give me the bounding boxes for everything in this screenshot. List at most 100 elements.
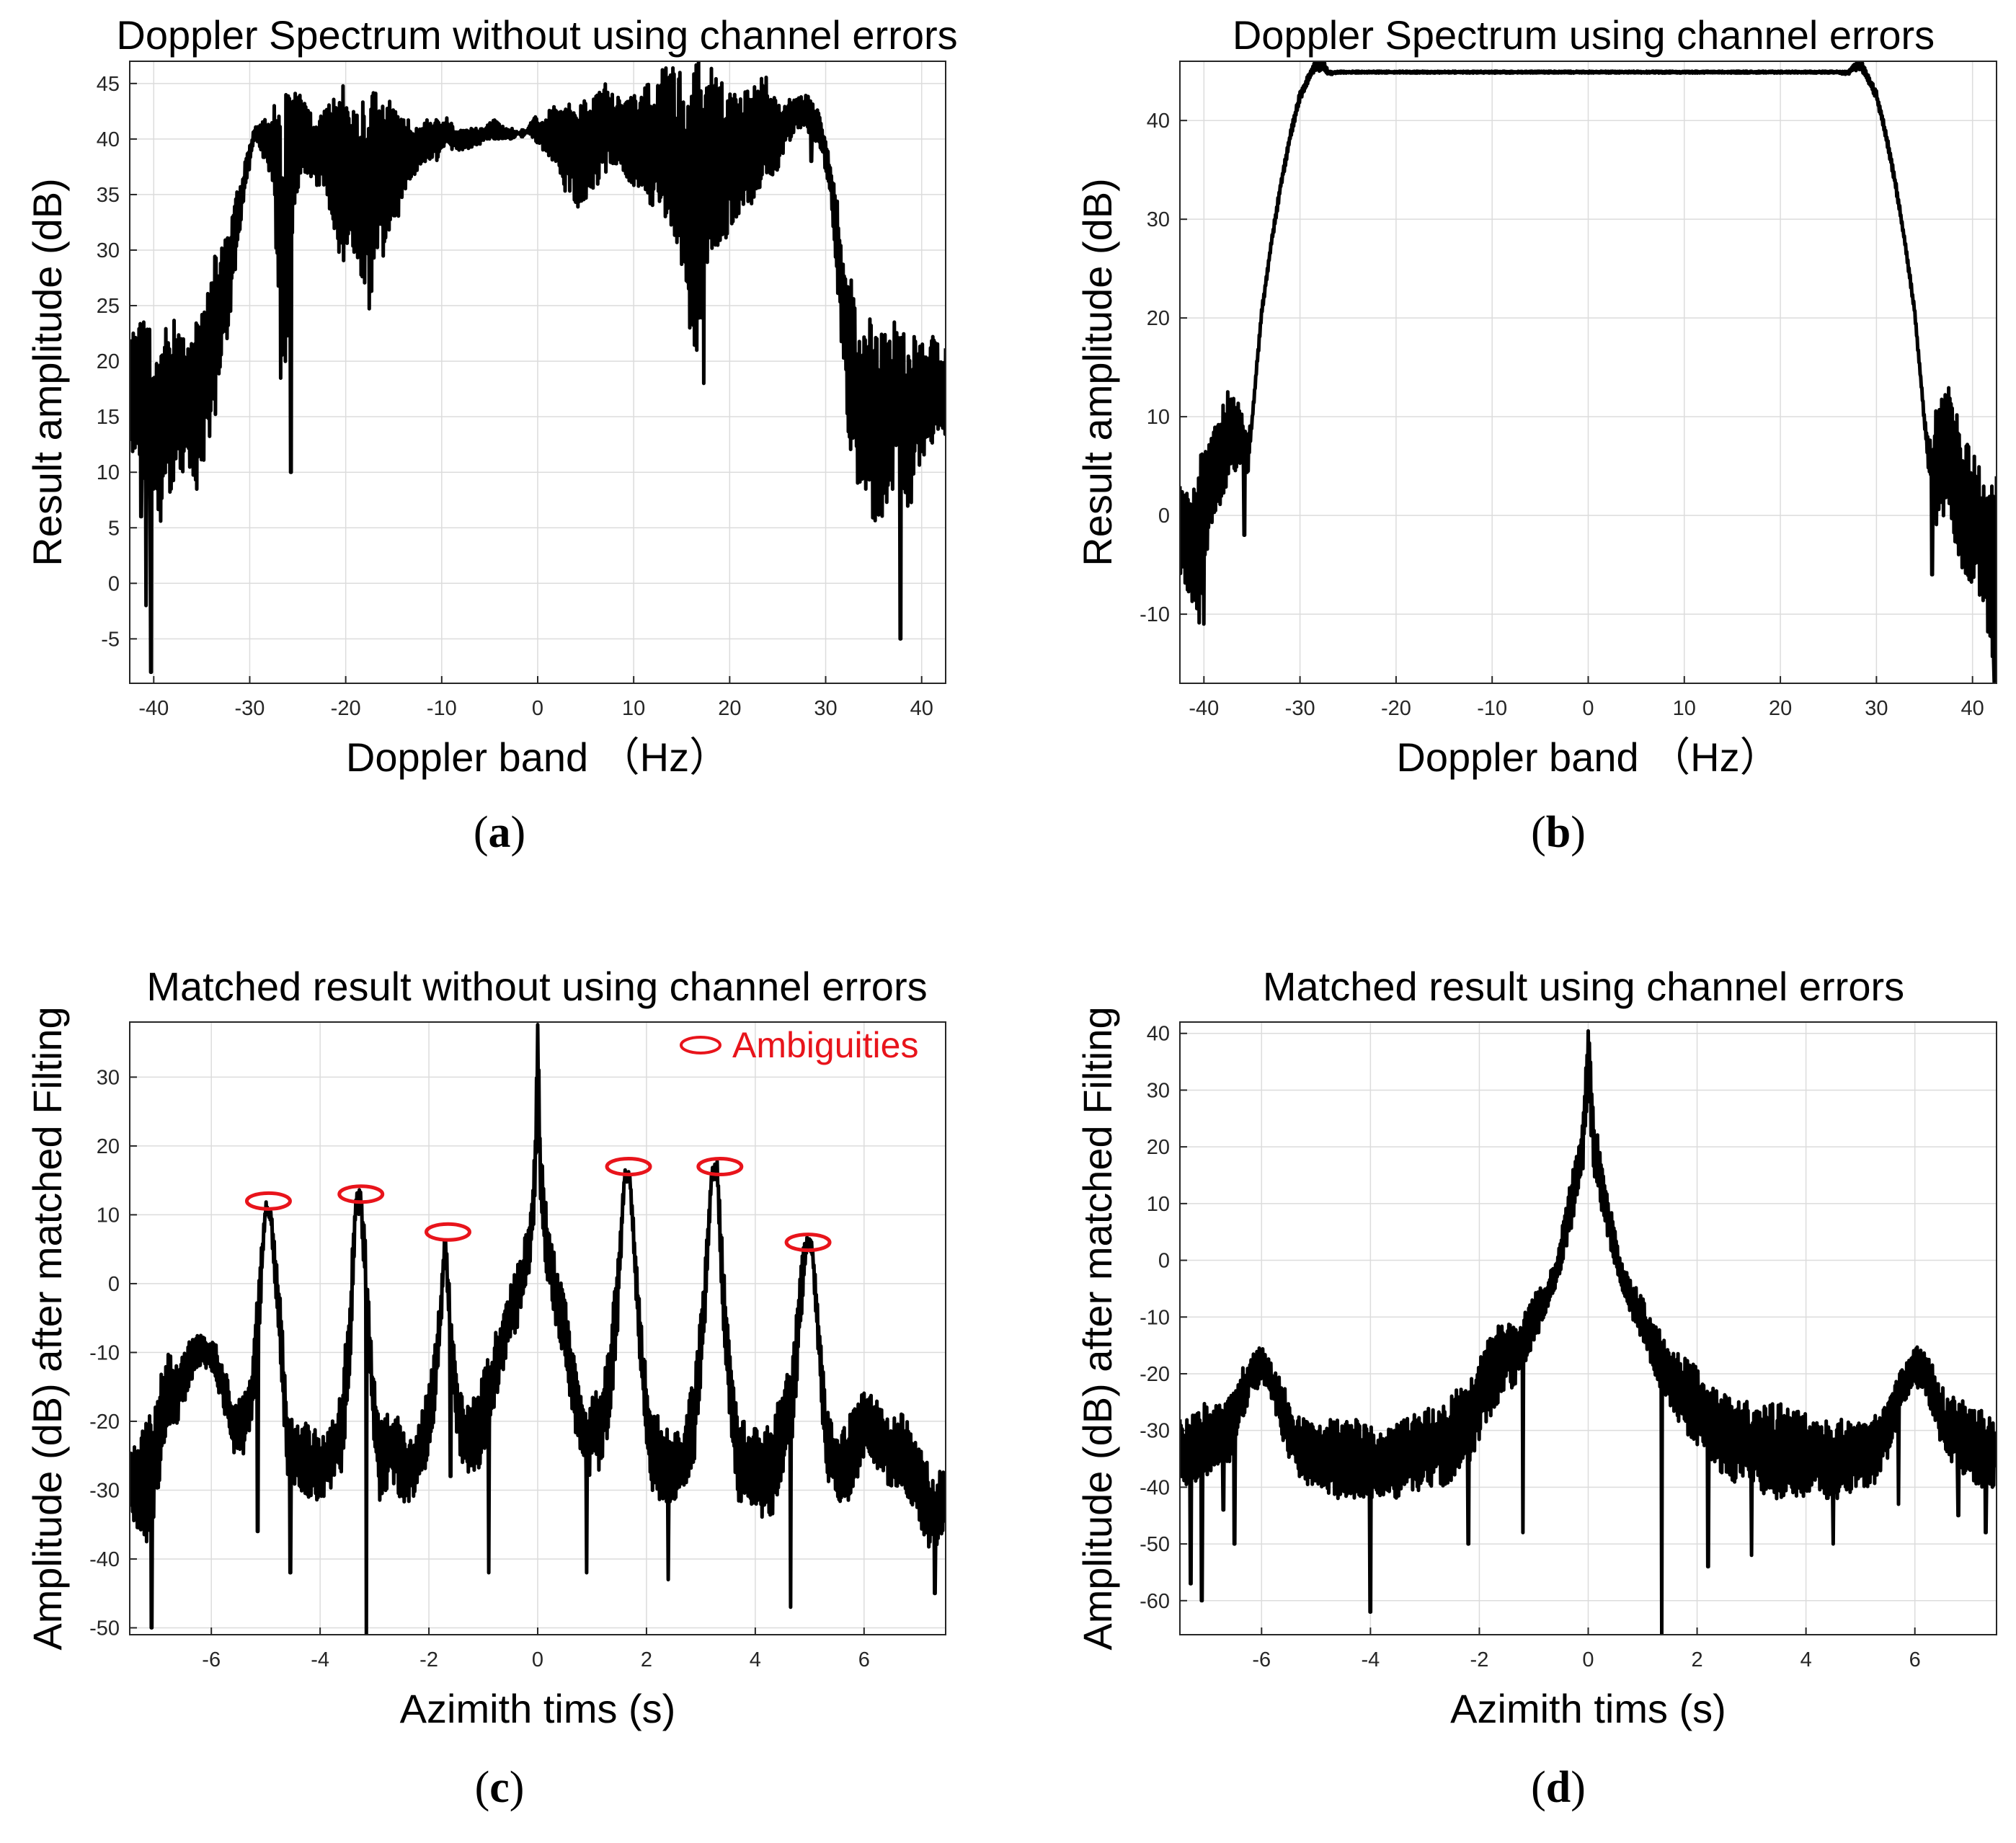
x-tick-label: 4 <box>750 1648 761 1671</box>
chart-title: Matched result using channel errors <box>1263 964 1904 1009</box>
plot-frame <box>1179 1021 1997 1635</box>
x-tick-label: 2 <box>641 1648 652 1671</box>
x-tick-label: -40 <box>1189 697 1219 720</box>
y-tick-label: 5 <box>108 517 120 540</box>
ambiguity-marker <box>696 1157 744 1177</box>
x-tick-label: -10 <box>1477 697 1507 720</box>
panel-caption: (c) <box>475 1763 525 1812</box>
y-tick-label: 30 <box>97 1066 120 1089</box>
y-tick-label: 30 <box>1147 208 1170 231</box>
y-tick-label: 20 <box>1147 1136 1170 1159</box>
y-tick-label: 25 <box>97 295 120 318</box>
chart-title: Doppler Spectrum using channel errors <box>1233 12 1935 58</box>
x-tick-label: 10 <box>622 697 645 720</box>
y-tick-label: -30 <box>89 1479 120 1502</box>
chart-title: Matched result without using channel err… <box>146 964 927 1009</box>
panel-b: -40 -30 -20 -10 0 10 20 30 40 -10 0 10 20 30 40 Doppler… <box>1075 12 1997 857</box>
x-tick-label: 0 <box>1582 1648 1594 1671</box>
panel-a: -40 -30 -20 -10 0 10 20 30 40 -5 0 5 10 15 20 25 30 35 40 4… <box>25 12 958 857</box>
y-tick-label: 0 <box>1158 505 1170 528</box>
y-axis-label: Amplitude (dB) after matched Filting <box>1075 1006 1120 1650</box>
x-axis-label: Azimith tims (s) <box>400 1686 676 1731</box>
ambiguity-marker <box>424 1222 471 1242</box>
panel-caption: (b) <box>1531 808 1586 857</box>
data-series-line <box>130 61 946 675</box>
y-tick-label: 0 <box>108 572 120 595</box>
panel-d: -6 -4 -2 0 2 4 6-60-50-40-30-20-10010203040Mat… <box>1075 964 1997 1812</box>
x-tick-label: -2 <box>1470 1648 1489 1671</box>
x-tick-label: 40 <box>910 697 933 720</box>
y-tick-label: -40 <box>89 1548 120 1571</box>
y-tick-label: 30 <box>97 239 120 262</box>
ambiguity-marker <box>244 1191 292 1211</box>
x-tick-label: 0 <box>532 1648 543 1671</box>
x-tick-label: -4 <box>1361 1648 1380 1671</box>
x-tick-label: 6 <box>858 1648 870 1671</box>
y-tick-label: 35 <box>97 184 120 207</box>
ambiguity-marker <box>784 1233 832 1253</box>
y-tick-label: -20 <box>1140 1363 1170 1386</box>
x-tick-label: 40 <box>1961 697 1984 720</box>
ambiguity-marker <box>605 1157 652 1177</box>
x-tick-label: -10 <box>427 697 457 720</box>
x-tick-label: 10 <box>1673 697 1696 720</box>
x-tick-label: -4 <box>311 1648 329 1671</box>
y-tick-label: 10 <box>97 1204 120 1227</box>
x-axis-label: Azimith tims (s) <box>1450 1686 1726 1731</box>
y-tick-label: 10 <box>1147 1193 1170 1216</box>
y-tick-label: 20 <box>97 350 120 373</box>
y-tick-label: -40 <box>1140 1476 1170 1499</box>
y-tick-label: -30 <box>1140 1420 1170 1443</box>
x-axis-label: Doppler band （Hz） <box>1396 734 1780 780</box>
y-axis-label: Result amplitude (dB) <box>1075 178 1120 566</box>
y-tick-label: 40 <box>1147 110 1170 133</box>
y-tick-label: -20 <box>89 1411 120 1434</box>
legend-marker <box>680 1036 721 1054</box>
y-tick-label: -60 <box>1140 1590 1170 1613</box>
y-tick-label: 20 <box>97 1135 120 1158</box>
x-tick-label: 0 <box>1582 697 1594 720</box>
y-tick-label: -50 <box>89 1617 120 1640</box>
ambiguity-marker <box>337 1184 385 1204</box>
x-tick-label: 20 <box>718 697 741 720</box>
x-tick-label: 20 <box>1769 697 1792 720</box>
x-tick-label: 4 <box>1800 1648 1812 1671</box>
y-tick-label: 10 <box>1147 406 1170 429</box>
panel-caption: (d) <box>1531 1763 1586 1812</box>
y-tick-label: 30 <box>1147 1079 1170 1102</box>
x-tick-label: 6 <box>1909 1648 1921 1671</box>
x-tick-label: 0 <box>532 697 543 720</box>
y-tick-label: -50 <box>1140 1533 1170 1556</box>
x-tick-label: -2 <box>419 1648 438 1671</box>
y-tick-label: -10 <box>1140 603 1170 626</box>
y-tick-label: 10 <box>97 461 120 484</box>
legend-label: Ambiguities <box>732 1025 918 1065</box>
y-tick-label: 40 <box>1147 1023 1170 1046</box>
x-tick-label: 30 <box>814 697 837 720</box>
y-tick-label: -5 <box>101 628 120 651</box>
x-tick-label: -20 <box>331 697 361 720</box>
x-tick-label: -40 <box>138 697 169 720</box>
x-tick-label: -6 <box>202 1648 221 1671</box>
y-tick-label: 0 <box>1158 1250 1170 1273</box>
x-tick-label: 30 <box>1865 697 1888 720</box>
y-tick-label: 45 <box>97 73 120 96</box>
grid-lines <box>1180 61 1997 683</box>
x-tick-label: 2 <box>1691 1648 1702 1671</box>
y-tick-label: 15 <box>97 406 120 429</box>
plot-frame <box>1179 61 1997 684</box>
x-axis-label: Doppler band （Hz） <box>346 734 729 780</box>
y-axis-label: Amplitude (dB) after matched Filting <box>25 1006 70 1650</box>
x-tick-label: -6 <box>1252 1648 1271 1671</box>
y-axis-label: Result amplitude (dB) <box>25 178 70 566</box>
plot-frame <box>129 1021 946 1635</box>
chart-title: Doppler Spectrum without using channel e… <box>116 12 957 58</box>
y-tick-label: -10 <box>1140 1306 1170 1329</box>
data-series-line <box>1180 1029 1997 1635</box>
data-series-line <box>1180 61 1997 683</box>
x-tick-label: -30 <box>235 697 265 720</box>
panel-caption: (a) <box>474 808 525 857</box>
y-tick-label: 40 <box>97 128 120 151</box>
x-tick-label: -30 <box>1285 697 1315 720</box>
